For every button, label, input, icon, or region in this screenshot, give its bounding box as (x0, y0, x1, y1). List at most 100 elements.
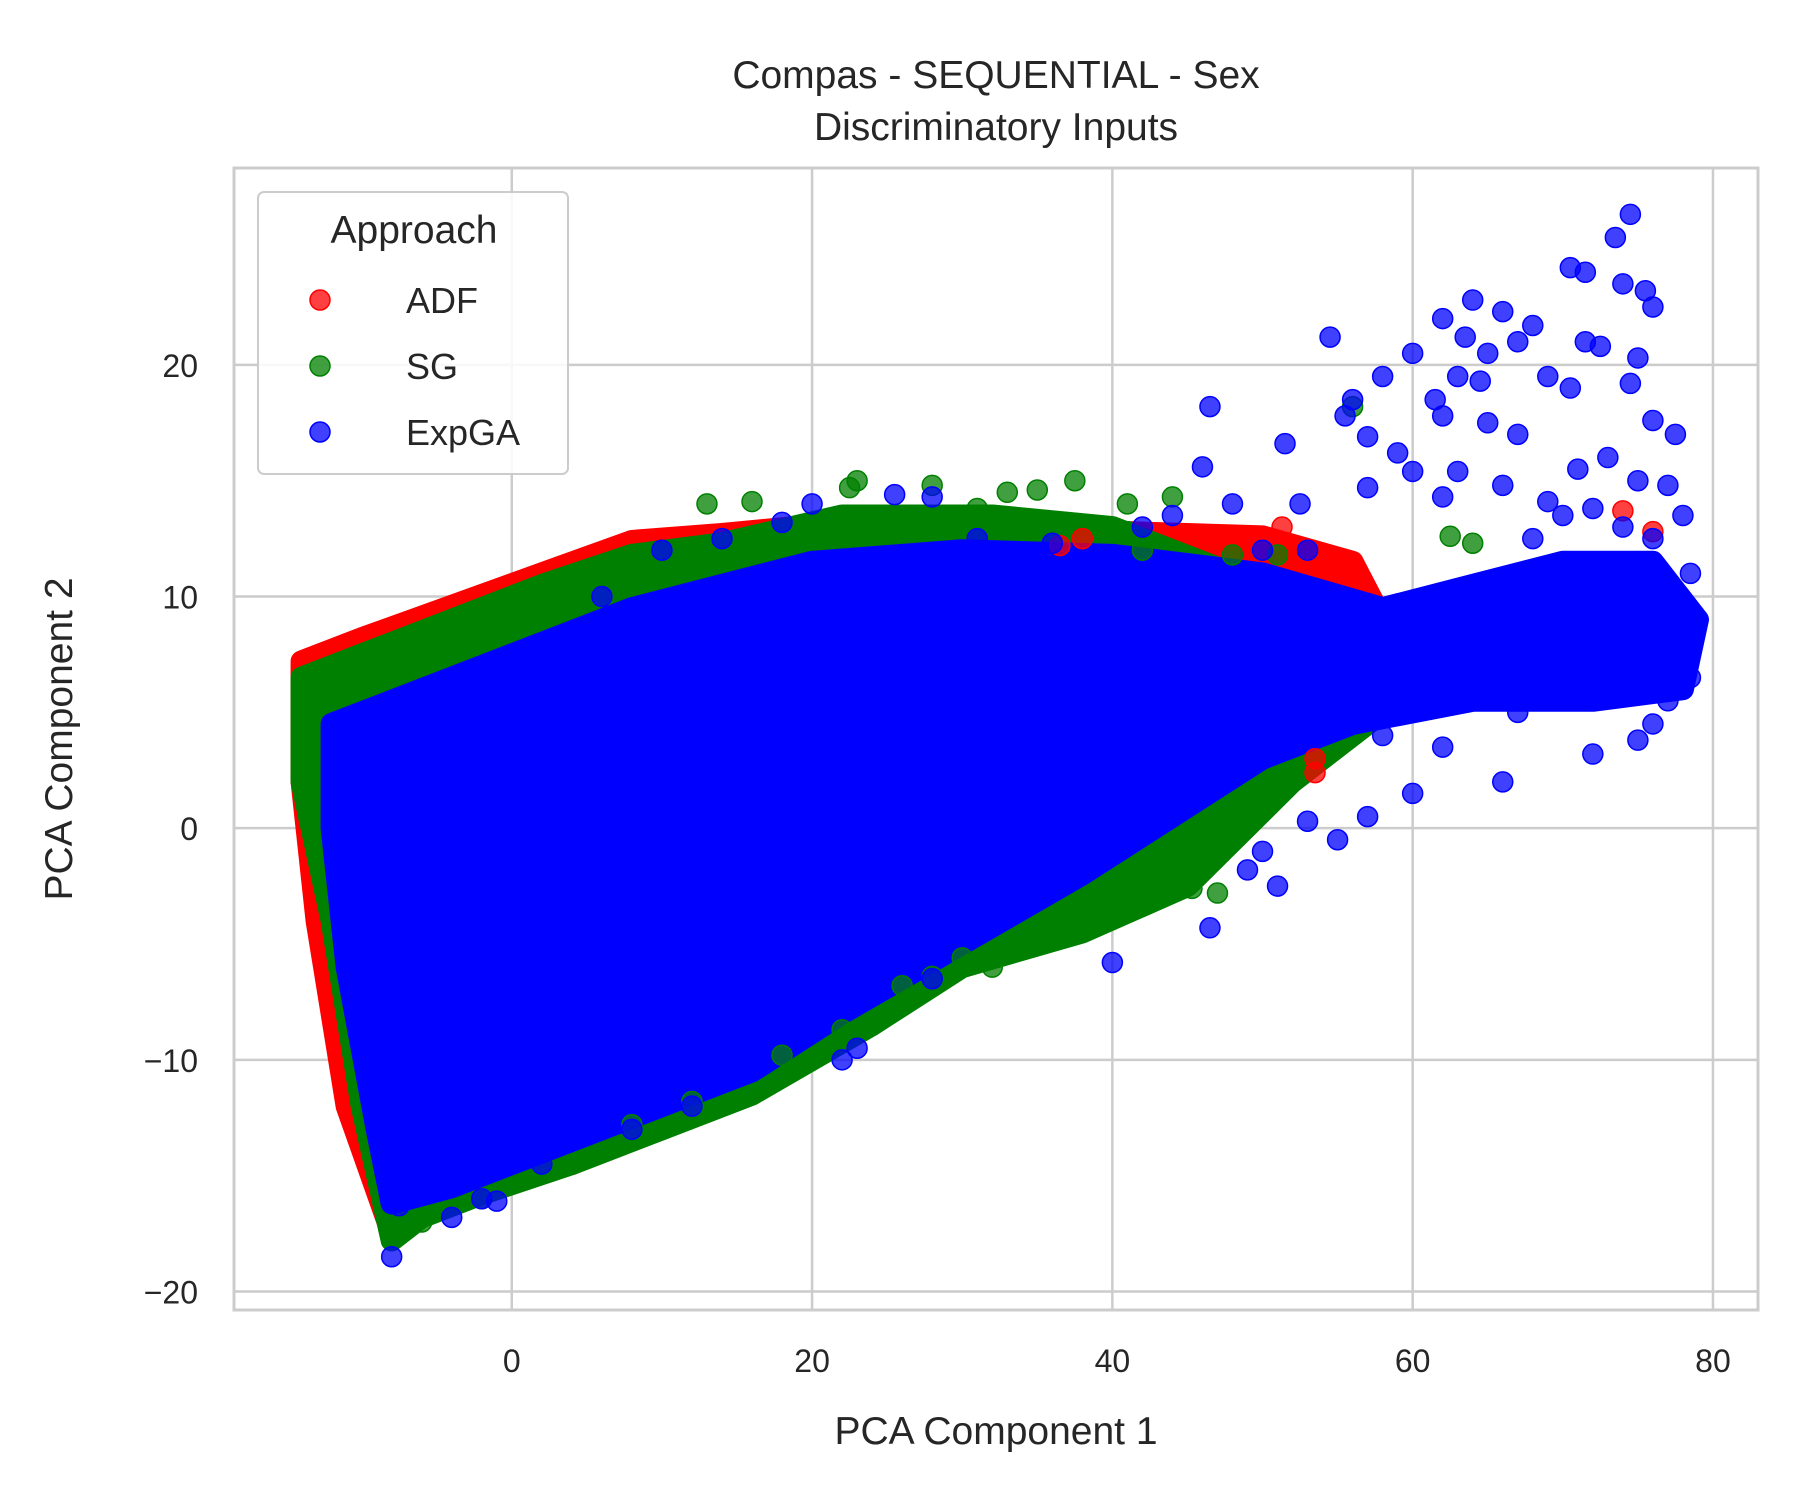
point-sg (891, 974, 913, 997)
point-sg (410, 1211, 433, 1233)
point-sg (771, 1044, 793, 1066)
point-expga (1687, 608, 1709, 631)
point-expga (711, 527, 733, 550)
plot-frame (232, 166, 1760, 1312)
point-expga (883, 483, 906, 506)
chart-subtitle: Discriminatory Inputs (814, 106, 1178, 149)
point-expga (1191, 456, 1214, 478)
point-expga (771, 511, 793, 534)
point-sg (1161, 486, 1184, 508)
y-tick-label: −10 (144, 1043, 198, 1079)
point-expga (1657, 474, 1679, 497)
legend-title: Approach (331, 209, 498, 252)
point-expga (1619, 372, 1642, 395)
point-expga (1161, 504, 1184, 527)
point-expga (1296, 810, 1319, 832)
point-expga (1642, 527, 1664, 550)
point-expga (1371, 365, 1394, 388)
point-expga (1491, 300, 1514, 323)
point-adf (1271, 516, 1293, 538)
point-sg (1206, 882, 1229, 904)
point-expga (388, 1195, 410, 1217)
point-expga (1537, 365, 1559, 388)
point-expga (1446, 460, 1469, 483)
point-sg (981, 956, 1003, 978)
legend: Approach ADF SG ExpGA (257, 191, 569, 475)
point-expga (846, 1037, 868, 1059)
point-expga (1334, 405, 1356, 427)
point-expga (1431, 736, 1454, 758)
point-expga (1431, 307, 1454, 330)
point-expga (531, 1153, 553, 1175)
point-expga (1319, 326, 1341, 348)
point-expga (1251, 539, 1274, 561)
point-sg (831, 1018, 853, 1041)
point-expga (1461, 289, 1484, 311)
point-adf (1071, 527, 1094, 550)
legend-item-sg: SG (309, 346, 458, 387)
point-expga (1657, 690, 1679, 712)
point-expga (1559, 377, 1582, 399)
point-expga (1454, 326, 1476, 348)
point-expga (1461, 678, 1484, 700)
point-expga (1597, 643, 1619, 666)
point-expga (1401, 460, 1424, 483)
point-expga (1236, 859, 1259, 881)
point-expga (1469, 370, 1491, 392)
point-sg (1094, 889, 1116, 911)
point-expga (1664, 423, 1687, 446)
legend-item-adf: ADF (309, 280, 478, 321)
y-axis-ticks: −20 −10 0 10 20 (144, 348, 198, 1311)
point-expga (1491, 474, 1514, 497)
x-tick-label: 0 (503, 1343, 521, 1379)
point-expga (380, 1245, 403, 1268)
point-sg (966, 497, 988, 520)
point-expga (1627, 347, 1649, 369)
point-expga (1507, 701, 1529, 724)
point-expga (831, 1049, 853, 1071)
point-expga (1522, 527, 1544, 550)
point-expga (410, 690, 433, 712)
point-expga (1589, 335, 1612, 358)
point-sg (1221, 544, 1244, 566)
y-tick-label: 0 (180, 811, 198, 847)
point-adf (1304, 761, 1326, 784)
point-expga (1567, 458, 1589, 480)
point-expga (1604, 226, 1627, 249)
x-tick-label: 40 (1095, 1343, 1131, 1379)
point-expga (1642, 409, 1664, 432)
point-sg (696, 493, 718, 515)
point-expga (1672, 632, 1694, 654)
point-sg (951, 947, 973, 969)
point-sg (838, 476, 861, 499)
legend-marker (309, 355, 331, 377)
point-expga (1289, 493, 1311, 515)
x-tick-label: 80 (1695, 1343, 1731, 1379)
point-expga (1627, 469, 1649, 492)
point-expga (1326, 829, 1349, 851)
point-expga (1296, 539, 1319, 561)
point-expga (1522, 314, 1544, 337)
x-axis-ticks: 0 20 40 60 80 (503, 1343, 1731, 1379)
point-expga (1672, 504, 1694, 527)
point-expga (1642, 296, 1664, 318)
legend-items: ADF SG ExpGA (309, 280, 520, 453)
chart-title: Compas - SEQUENTIAL - Sex (732, 54, 1260, 97)
point-expga (1266, 875, 1289, 897)
point-expga (1401, 782, 1424, 805)
cluster-expga (320, 539, 1709, 1215)
point-expga (1574, 261, 1597, 283)
point-expga (1476, 412, 1499, 434)
point-expga (1552, 504, 1574, 527)
point-expga (651, 539, 673, 561)
point-expga (1679, 562, 1702, 585)
point-expga (1582, 743, 1604, 765)
point-expga (966, 527, 988, 550)
point-expga (1431, 405, 1454, 427)
legend-marker (309, 421, 331, 443)
point-expga (1371, 724, 1394, 747)
y-tick-label: −20 (144, 1274, 198, 1310)
point-sg (1181, 877, 1203, 900)
